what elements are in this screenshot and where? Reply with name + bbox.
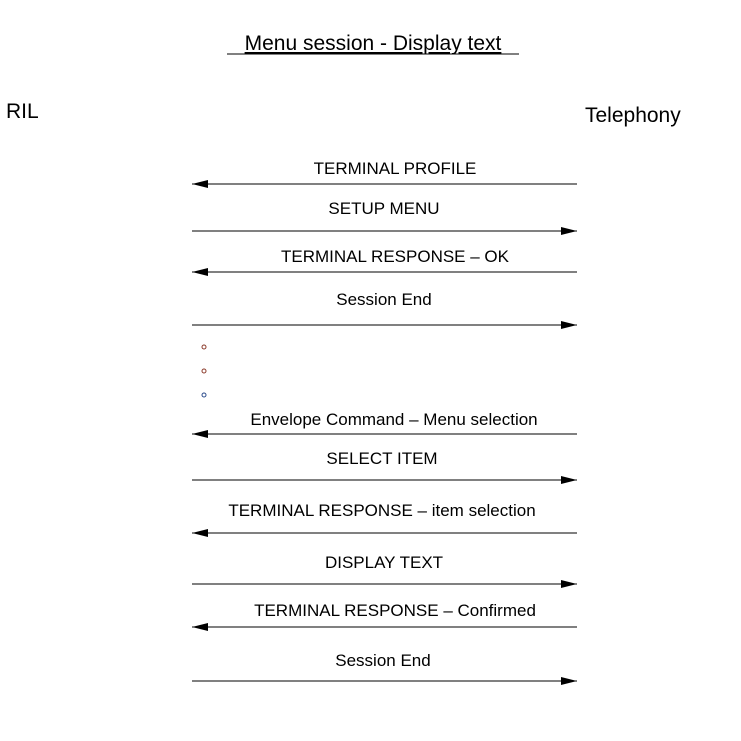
- arrowhead-icon: [561, 476, 577, 484]
- message-7: TERMINAL RESPONSE – item selection: [192, 501, 577, 537]
- message-label: TERMINAL RESPONSE – item selection: [228, 501, 535, 520]
- message-9: TERMINAL RESPONSE – Confirmed: [192, 601, 577, 631]
- message-label: SELECT ITEM: [326, 449, 437, 468]
- message-3: TERMINAL RESPONSE – OK: [192, 247, 577, 276]
- arrowhead-icon: [192, 430, 208, 438]
- message-1: TERMINAL PROFILE: [192, 159, 577, 188]
- message-label: Session End: [336, 290, 431, 309]
- message-label: TERMINAL PROFILE: [314, 159, 477, 178]
- ellipsis-dot: [201, 392, 207, 398]
- participant-telephony: Telephony: [585, 104, 681, 127]
- message-5: Envelope Command – Menu selection: [192, 410, 577, 438]
- ellipsis-dot: [201, 344, 207, 350]
- participant-ril: RIL: [6, 100, 39, 123]
- arrowhead-icon: [192, 180, 208, 188]
- message-10: Session End: [192, 651, 577, 685]
- message-label: Session End: [335, 651, 430, 670]
- message-2: SETUP MENU: [192, 199, 577, 235]
- message-label: DISPLAY TEXT: [325, 553, 443, 572]
- arrowhead-icon: [561, 580, 577, 588]
- message-8: DISPLAY TEXT: [192, 553, 577, 588]
- message-6: SELECT ITEM: [192, 449, 577, 484]
- arrowhead-icon: [561, 321, 577, 329]
- message-label: Envelope Command – Menu selection: [250, 410, 537, 429]
- message-label: SETUP MENU: [328, 199, 439, 218]
- arrowhead-icon: [561, 227, 577, 235]
- message-4: Session End: [192, 290, 577, 329]
- arrowhead-icon: [192, 623, 208, 631]
- arrowhead-icon: [192, 529, 208, 537]
- diagram-title: Menu session - Display text: [245, 32, 502, 55]
- message-label: TERMINAL RESPONSE – OK: [281, 247, 510, 266]
- message-label: TERMINAL RESPONSE – Confirmed: [254, 601, 536, 620]
- arrowhead-icon: [192, 268, 208, 276]
- arrowhead-icon: [561, 677, 577, 685]
- ellipsis-dot: [201, 368, 207, 374]
